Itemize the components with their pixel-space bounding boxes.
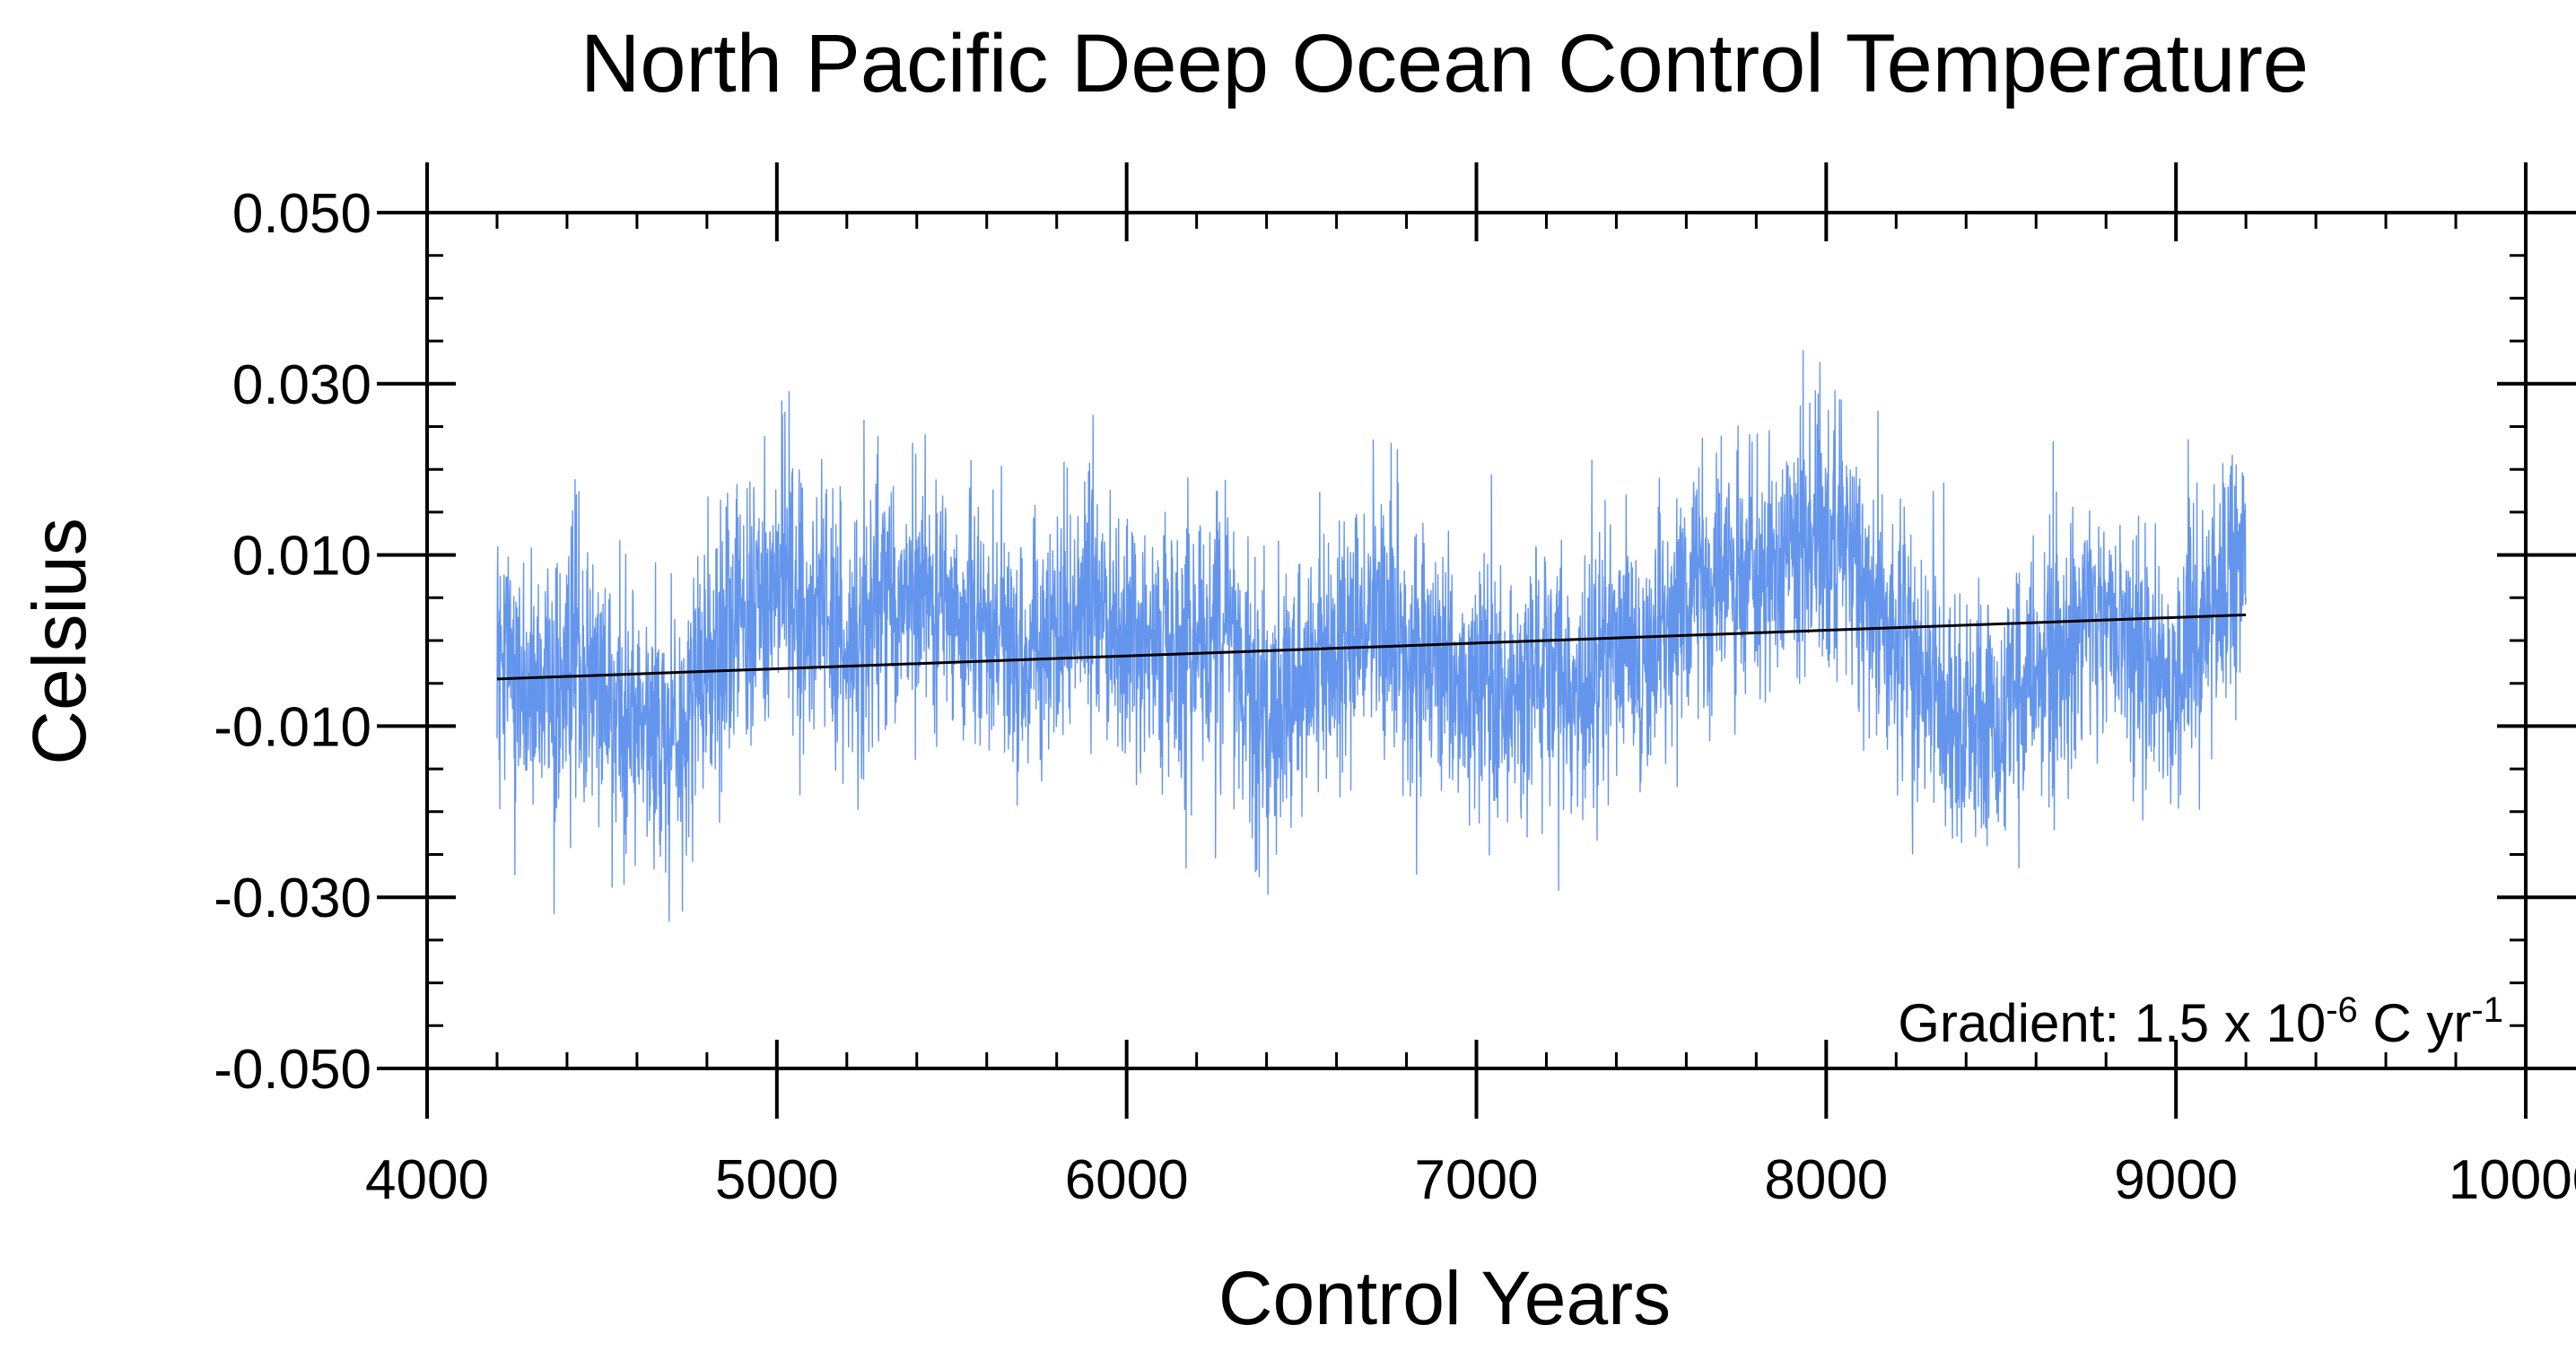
x-tick-label: 9000 bbox=[2114, 1149, 2238, 1211]
x-tick-label: 6000 bbox=[1065, 1149, 1189, 1211]
annotation-text-2: C yr bbox=[2358, 993, 2472, 1053]
x-tick-label: 7000 bbox=[1415, 1149, 1539, 1211]
chart-title: North Pacific Deep Ocean Control Tempera… bbox=[581, 18, 2309, 109]
x-tick-label: 4000 bbox=[365, 1149, 489, 1211]
series-trend-line bbox=[496, 613, 2247, 681]
annotation-superscript-1: -6 bbox=[2326, 990, 2358, 1030]
ticks-layer bbox=[377, 162, 2576, 1119]
y-tick-label: -0.010 bbox=[214, 696, 371, 758]
data-layer bbox=[496, 350, 2247, 922]
series-temperature-line bbox=[496, 350, 2247, 922]
annotation-text: Gradient: 1.5 x 10 bbox=[1898, 993, 2326, 1053]
y-axis-label: Celsius bbox=[17, 518, 101, 764]
x-axis-label: Control Years bbox=[1218, 1256, 1671, 1340]
annotation-superscript-2: -1 bbox=[2471, 990, 2503, 1030]
y-tick-label: 0.050 bbox=[232, 183, 371, 245]
y-tick-label: -0.050 bbox=[214, 1039, 371, 1101]
x-tick-label: 5000 bbox=[715, 1149, 839, 1211]
gradient-annotation: Gradient: 1.5 x 10-6 C yr-1 bbox=[1898, 990, 2503, 1053]
y-tick-label: -0.030 bbox=[214, 867, 371, 929]
y-tick-label: 0.030 bbox=[232, 354, 371, 416]
x-tick-label: 8000 bbox=[1764, 1149, 1888, 1211]
y-tick-label: 0.010 bbox=[232, 526, 371, 588]
